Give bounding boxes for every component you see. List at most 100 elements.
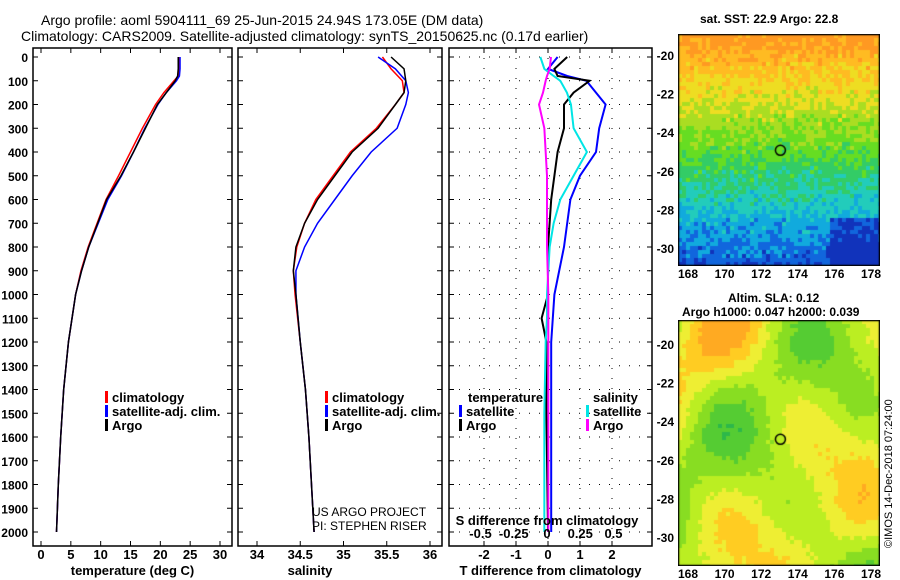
x-tick-label: 0 (544, 547, 551, 562)
project-credit: US ARGO PROJECT (312, 505, 427, 519)
x-tick-label: -2 (478, 547, 490, 562)
x-tick-label: 1 (576, 547, 583, 562)
sst-map-title: sat. SST: 22.9 Argo: 22.8 (700, 12, 839, 26)
legend-climatology: climatology (332, 390, 405, 405)
y-tick-label: 100 (8, 75, 28, 89)
sla-map (678, 320, 880, 566)
lat-tick-label: -28 (657, 492, 675, 506)
lon-tick-label: 174 (788, 567, 808, 580)
x-tick-label: 35.5 (374, 547, 399, 562)
y-tick-label: 300 (8, 122, 28, 136)
y-tick-label: 1000 (1, 289, 28, 303)
lat-tick-label: -24 (657, 415, 675, 429)
legend-satellite: satellite-adj. clim. (112, 404, 220, 419)
lat-tick-label: -22 (657, 377, 675, 391)
legend-satellite-swatch (105, 405, 108, 417)
series-line-argo (292, 56, 407, 533)
legend-argo: Argo (112, 418, 142, 433)
lon-tick-label: 176 (824, 567, 844, 580)
x-tick-label: 15 (123, 547, 137, 562)
lat-tick-label: -30 (657, 242, 675, 256)
lat-tick-label: -22 (657, 88, 675, 102)
series-line-s-argo (537, 56, 552, 532)
legend-t-satellite: satellite (466, 404, 514, 419)
legend-argo-swatch (325, 419, 328, 431)
y-tick-label: 0 (21, 51, 28, 65)
legend-climatology: climatology (112, 390, 185, 405)
y-tick-label: 400 (8, 146, 28, 160)
x-tick-label: -1 (510, 547, 522, 562)
legend-s-argo: Argo (593, 418, 623, 433)
y-tick-label: 500 (8, 170, 28, 184)
series-line-satellite-adj-clim- (295, 56, 410, 533)
x-tick-label: 30 (213, 547, 227, 562)
lon-tick-label: 172 (751, 567, 771, 580)
y-tick-label: 700 (8, 217, 28, 231)
y-tick-label: 1800 (1, 479, 28, 493)
legend-argo: Argo (332, 418, 362, 433)
x-axis-label: salinity (288, 563, 334, 578)
s-diff-tick-label: 0.25 (568, 526, 593, 541)
series-line-argo (55, 57, 179, 533)
title-line1: Argo profile: aoml 5904111_69 25-Jun-201… (41, 12, 484, 28)
series-line-s-satellite (539, 56, 589, 532)
y-tick-label: 1600 (1, 431, 28, 445)
legend-salinity-heading: salinity (593, 390, 639, 405)
y-tick-label: 2000 (1, 526, 28, 540)
panel-frame-0 (32, 47, 233, 547)
lon-tick-label: 176 (824, 267, 844, 281)
sst-map (678, 34, 880, 266)
title-line2: Climatology: CARS2009. Satellite-adjuste… (21, 28, 589, 44)
lat-tick-label: -30 (657, 531, 675, 545)
legend-t-argo-swatch (459, 419, 462, 431)
y-tick-label: 1900 (1, 502, 28, 516)
lon-tick-label: 168 (678, 267, 698, 281)
lon-tick-label: 178 (861, 267, 881, 281)
lat-tick-label: -26 (657, 165, 675, 179)
lon-tick-label: 178 (861, 567, 881, 580)
legend-s-argo-swatch (586, 419, 589, 431)
y-tick-label: 600 (8, 194, 28, 208)
s-diff-tick-label: 0 (543, 526, 550, 541)
x-tick-label: 10 (93, 547, 107, 562)
series-line-t-satellite (546, 56, 607, 532)
legend-s-satellite: satellite (593, 404, 641, 419)
lon-tick-label: 168 (678, 567, 698, 580)
x-tick-label: 25 (183, 547, 197, 562)
lon-tick-label: 174 (788, 267, 808, 281)
lat-tick-label: -26 (657, 454, 675, 468)
lat-tick-label: -24 (657, 126, 675, 140)
legend-t-argo: Argo (466, 418, 496, 433)
y-tick-label: 900 (8, 265, 28, 279)
x-axis-label: temperature (deg C) (71, 563, 195, 578)
s-diff-tick-label: -0.25 (499, 526, 529, 541)
legend-argo-swatch (105, 419, 108, 431)
y-tick-label: 1200 (1, 336, 28, 350)
lat-tick-label: -20 (657, 49, 675, 63)
pi-credit: PI: STEPHEN RISER (312, 519, 427, 533)
legend-satellite: satellite-adj. clim. (332, 404, 440, 419)
lon-tick-label: 170 (715, 267, 735, 281)
panel-frame-2 (448, 47, 653, 547)
x-tick-label: 34.5 (288, 547, 313, 562)
legend-temperature-heading: temperature (468, 390, 543, 405)
sla-map-title2: Argo h1000: 0.047 h2000: 0.039 (682, 305, 860, 319)
x-tick-label: 35 (336, 547, 350, 562)
panel-frame-1 (237, 47, 443, 547)
s-diff-tick-label: 0.5 (604, 526, 622, 541)
sla-map-title1: Altim. SLA: 0.12 (728, 291, 820, 305)
lat-tick-label: -20 (657, 338, 675, 352)
s-diff-axis-label: S difference from climatology (456, 513, 640, 528)
x-tick-label: 0 (37, 547, 44, 562)
lon-tick-label: 170 (715, 567, 735, 580)
y-tick-label: 1300 (1, 360, 28, 374)
legend-climatology-swatch (105, 391, 108, 403)
legend-s-satellite-swatch (586, 405, 589, 417)
legend-satellite-swatch (325, 405, 328, 417)
lat-tick-label: -28 (657, 203, 675, 217)
x-tick-label: 2 (608, 547, 615, 562)
x-tick-label: 20 (153, 547, 167, 562)
x-tick-label: 36 (423, 547, 437, 562)
